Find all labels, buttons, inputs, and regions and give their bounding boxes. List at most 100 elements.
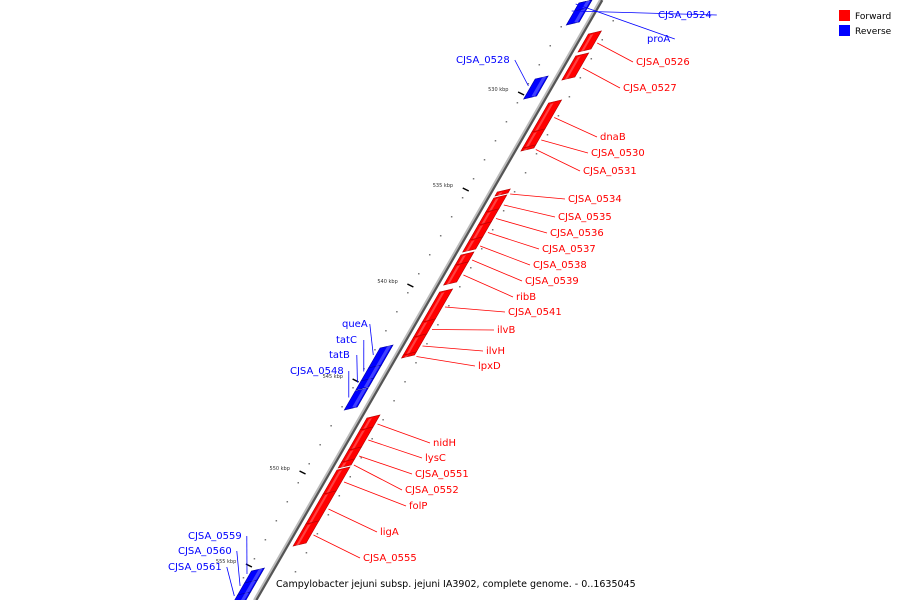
gene-feature-shade	[403, 355, 409, 359]
gene-label-cjsa-0559[interactable]: CJSA_0559	[188, 531, 242, 542]
gene-feature-folp[interactable]	[322, 466, 351, 495]
gene-label-cjsa-0526[interactable]: CJSA_0526	[636, 57, 690, 68]
minor-tick	[549, 45, 552, 47]
gene-feature-cjsa-0528[interactable]	[523, 75, 549, 100]
gene-label-cjsa-0527[interactable]: CJSA_0527	[623, 83, 677, 94]
minor-tick	[371, 438, 373, 440]
gene-label-cjsa-0551[interactable]: CJSA_0551	[415, 469, 469, 480]
gene-feature-cjsa-0548[interactable]	[343, 387, 369, 411]
leader-line	[236, 550, 241, 587]
minor-tick	[505, 121, 508, 123]
gene-feature-shade	[362, 418, 372, 431]
leader-line	[356, 354, 358, 383]
gene-feature-cjsa-0538[interactable]	[462, 236, 484, 253]
gene-label-dnab[interactable]: dnaB	[600, 132, 626, 143]
leader-line	[582, 67, 621, 89]
gene-label-folp[interactable]: folP	[409, 501, 427, 512]
leader-line	[503, 204, 556, 218]
leader-line	[226, 566, 235, 597]
gene-feature-cjsa-0555[interactable]	[292, 520, 320, 547]
leader-line	[353, 464, 403, 491]
minor-tick	[407, 292, 409, 294]
gene-label-cjsa-0535[interactable]: CJSA_0535	[558, 212, 612, 223]
gene-label-cjsa-0541[interactable]: CJSA_0541	[508, 307, 562, 318]
gene-label-cjsa-0534[interactable]: CJSA_0534	[568, 194, 622, 205]
gene-feature-cjsa-0526[interactable]	[577, 30, 602, 53]
gene-feature-cjsa-0527[interactable]	[561, 52, 590, 81]
minor-tick	[568, 96, 571, 98]
legend-forward-swatch	[839, 10, 850, 21]
genome-caption: Campylobacter jejuni subsp. jejuni IA390…	[276, 579, 636, 590]
gene-label-cjsa-0538[interactable]: CJSA_0538	[533, 260, 587, 271]
gene-feature-ribb[interactable]	[443, 261, 469, 286]
gene-label-cjsa-0555[interactable]: CJSA_0555	[363, 553, 417, 564]
minor-tick	[437, 324, 439, 326]
gene-label-tatc[interactable]: tatC	[336, 335, 357, 346]
tick-label: 550 kbp	[270, 466, 290, 472]
legend-reverse-label: Reverse	[855, 27, 892, 37]
gene-feature-shade	[352, 388, 367, 408]
gene-feature-shade	[424, 292, 445, 323]
gene-label-tatb[interactable]: tatB	[329, 350, 350, 361]
gene-label-ilvh[interactable]: ilvH	[486, 346, 505, 357]
minor-tick	[415, 362, 417, 364]
minor-tick	[327, 514, 330, 516]
gene-label-cjsa-0560[interactable]: CJSA_0560	[178, 546, 232, 557]
gene-feature-shade	[487, 198, 499, 213]
gene-label-cjsa-0524[interactable]: CJSA_0524	[658, 10, 712, 21]
minor-tick	[264, 539, 267, 541]
leader-line	[369, 323, 374, 356]
minor-tick	[527, 83, 530, 85]
minor-tick	[393, 400, 395, 402]
minor-tick	[480, 248, 483, 250]
gene-feature-shade	[363, 378, 373, 388]
minor-tick	[516, 102, 519, 104]
gene-label-cjsa-0552[interactable]: CJSA_0552	[405, 485, 459, 496]
gene-label-cjsa-0539[interactable]: CJSA_0539	[525, 276, 579, 287]
gene-label-lpxd[interactable]: lpxD	[478, 361, 501, 372]
gene-label-nidh[interactable]: nidH	[433, 438, 456, 449]
gene-feature-shade	[307, 494, 329, 525]
leader-line	[575, 3, 675, 40]
gene-label-cjsa-0530[interactable]: CJSA_0530	[591, 148, 645, 159]
minor-tick	[459, 286, 461, 288]
leader-line	[487, 232, 540, 250]
minor-tick	[590, 58, 593, 60]
gene-feature-shade	[480, 212, 491, 226]
gene-feature-cjsa-0531[interactable]	[520, 144, 537, 152]
gene-feature-lpxd[interactable]	[400, 351, 417, 359]
gene-label-lysc[interactable]: lysC	[425, 453, 446, 464]
gene-label-ribb[interactable]: ribB	[516, 292, 536, 303]
gene-label-cjsa-0531[interactable]: CJSA_0531	[583, 166, 637, 177]
gene-label-cjsa-0537[interactable]: CJSA_0537	[542, 244, 596, 255]
minor-tick	[461, 197, 464, 199]
gene-label-proa[interactable]: proA	[647, 34, 670, 45]
backbone-layer	[253, 0, 604, 600]
gene-label-ilvb[interactable]: ilvB	[497, 325, 515, 336]
leader-line	[377, 423, 431, 444]
gene-label-cjsa-0528[interactable]: CJSA_0528	[456, 55, 510, 66]
gene-label-cjsa-0548[interactable]: CJSA_0548	[290, 366, 344, 377]
gene-feature-tatb[interactable]	[355, 377, 375, 391]
tick-layer: 530 kbp 535 kbp 540 kbp 545 kbp 550 kbp 555 k…	[216, 20, 614, 579]
leader-line	[358, 455, 413, 475]
gene-feature-cjsa-0561[interactable]	[233, 591, 252, 600]
gene-feature-cjsa-0552[interactable]	[337, 458, 356, 469]
gene-feature-shade	[325, 470, 342, 495]
gene-label-cjsa-0536[interactable]: CJSA_0536	[550, 228, 604, 239]
minor-tick	[253, 558, 256, 560]
label-layer: CJSA_0524 proA CJSA_0526 CJSA_0527 CJSA_0528…	[168, 3, 717, 597]
legend: Forward Reverse	[839, 10, 892, 37]
leader-line	[313, 534, 361, 559]
gene-label-liga[interactable]: ligA	[380, 527, 399, 538]
leader-line	[541, 139, 589, 154]
minor-tick	[374, 349, 376, 351]
leader-line	[479, 245, 531, 266]
gene-feature-shade	[340, 462, 347, 469]
minor-tick	[418, 273, 420, 275]
leader-line	[510, 193, 566, 200]
gene-feature-shade	[415, 322, 428, 338]
gene-feature-cjsa-0534[interactable]	[494, 188, 511, 197]
gene-label-quea[interactable]: queA	[342, 319, 368, 330]
gene-label-cjsa-0561[interactable]: CJSA_0561	[168, 562, 222, 573]
